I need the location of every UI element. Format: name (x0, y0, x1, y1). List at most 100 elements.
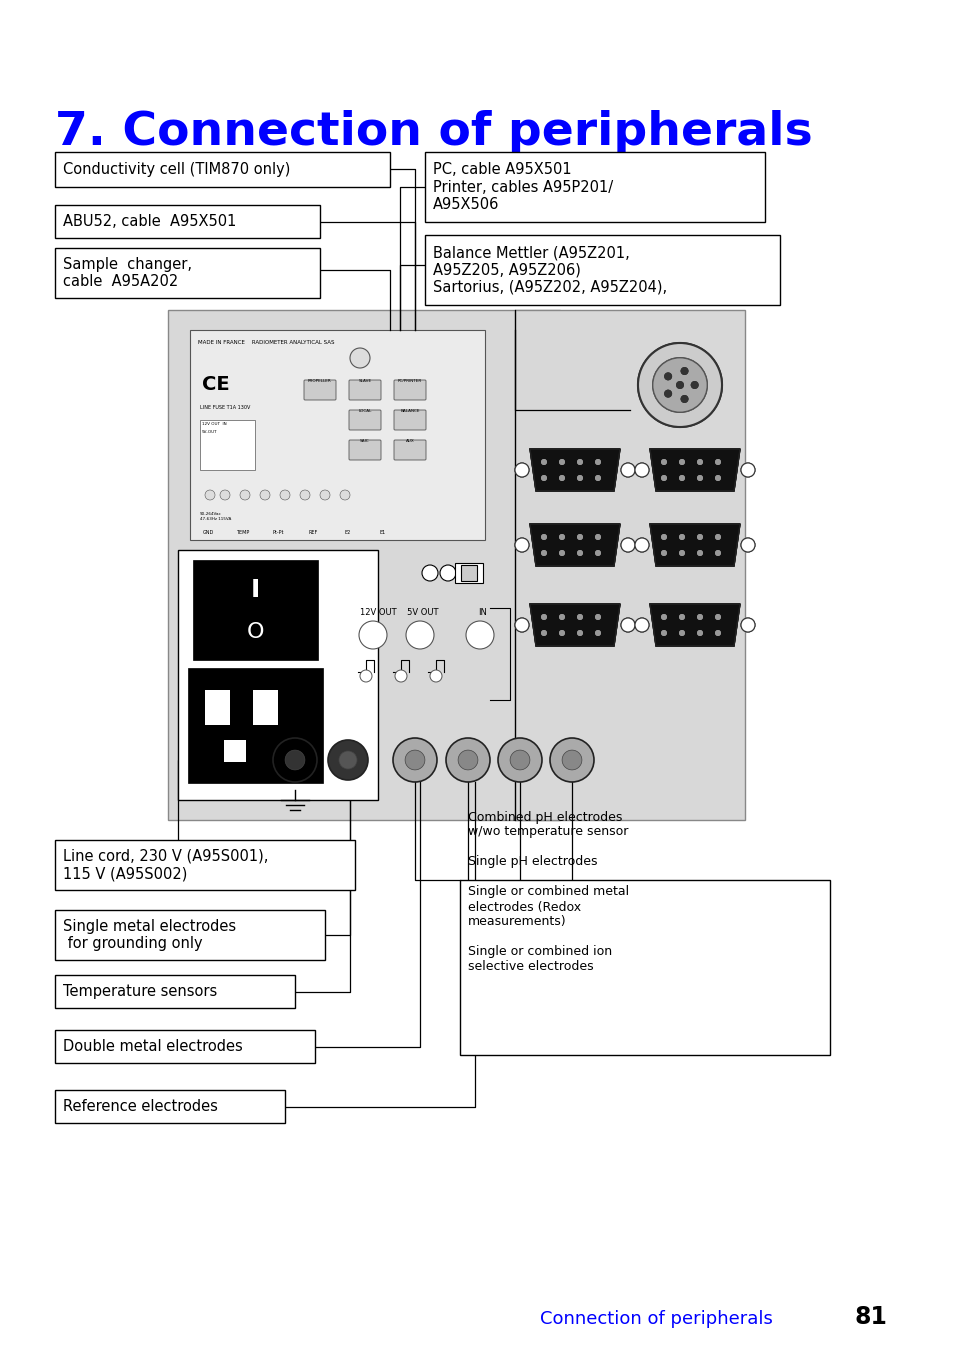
Circle shape (515, 538, 529, 552)
Circle shape (540, 475, 546, 481)
Bar (455, 562, 482, 583)
Text: MADE IN FRANCE    RADIOMETER ANALYTICAL SAS: MADE IN FRANCE RADIOMETER ANALYTICAL SAS (198, 339, 335, 345)
Bar (193, 560, 317, 660)
Text: 7. Connection of peripherals: 7. Connection of peripherals (55, 110, 812, 155)
Circle shape (660, 534, 666, 539)
Circle shape (595, 614, 600, 621)
Text: Pt-Pt: Pt-Pt (272, 530, 283, 535)
Circle shape (577, 534, 582, 539)
Circle shape (558, 550, 564, 556)
Circle shape (676, 381, 683, 389)
Bar (224, 740, 246, 763)
Polygon shape (530, 604, 619, 646)
Circle shape (577, 475, 582, 481)
Circle shape (679, 630, 684, 635)
Text: 12V OUT  IN: 12V OUT IN (202, 422, 227, 426)
Circle shape (540, 475, 546, 481)
Circle shape (660, 550, 666, 556)
Circle shape (635, 538, 648, 552)
Circle shape (679, 550, 684, 556)
Bar (55, 247, 319, 297)
Bar (253, 690, 277, 725)
Circle shape (679, 366, 688, 375)
Circle shape (558, 534, 564, 539)
Circle shape (697, 475, 702, 481)
Circle shape (714, 475, 720, 481)
Text: LINE FUSE T1A 130V: LINE FUSE T1A 130V (200, 406, 250, 410)
Circle shape (540, 458, 546, 465)
Circle shape (446, 738, 490, 781)
Circle shape (595, 475, 600, 481)
Circle shape (280, 489, 290, 500)
Circle shape (558, 458, 564, 465)
Circle shape (679, 458, 684, 465)
Circle shape (393, 738, 436, 781)
Circle shape (358, 621, 387, 649)
FancyBboxPatch shape (304, 380, 335, 400)
Circle shape (406, 621, 434, 649)
Circle shape (663, 389, 672, 397)
Circle shape (663, 372, 672, 380)
Circle shape (697, 614, 702, 621)
Circle shape (558, 630, 564, 635)
Circle shape (620, 538, 635, 552)
Circle shape (660, 630, 666, 635)
Circle shape (577, 458, 582, 465)
Circle shape (595, 475, 600, 481)
Text: BALANCE: BALANCE (400, 410, 419, 412)
Circle shape (714, 534, 720, 539)
Polygon shape (530, 525, 619, 566)
Circle shape (697, 630, 702, 635)
Circle shape (577, 550, 582, 556)
Bar (55, 1090, 285, 1124)
Circle shape (676, 381, 683, 389)
Circle shape (679, 630, 684, 635)
Polygon shape (649, 525, 740, 566)
Circle shape (714, 458, 720, 465)
Circle shape (660, 614, 666, 621)
Circle shape (679, 614, 684, 621)
Text: Combined pH electrodes
w/wo temperature sensor

Single pH electrodes

Single or : Combined pH electrodes w/wo temperature … (468, 810, 628, 973)
FancyBboxPatch shape (394, 439, 426, 460)
Circle shape (595, 550, 600, 556)
Polygon shape (649, 525, 740, 566)
Text: PROPELLER: PROPELLER (308, 379, 332, 383)
Circle shape (515, 462, 529, 477)
Circle shape (595, 550, 600, 556)
Text: Line cord, 230 V (A95S001),
115 V (A95S002): Line cord, 230 V (A95S001), 115 V (A95S0… (63, 849, 268, 882)
Circle shape (679, 475, 684, 481)
Circle shape (497, 738, 541, 781)
Circle shape (714, 458, 720, 465)
Circle shape (577, 614, 582, 621)
Bar (515, 310, 744, 821)
Circle shape (510, 750, 529, 769)
Text: REF: REF (308, 530, 317, 535)
Circle shape (697, 534, 702, 539)
Circle shape (558, 458, 564, 465)
Circle shape (714, 550, 720, 556)
Bar (55, 840, 355, 890)
Polygon shape (649, 449, 740, 491)
Bar (55, 1030, 314, 1063)
Bar (424, 151, 764, 222)
Circle shape (679, 614, 684, 621)
Text: Reference electrodes: Reference electrodes (63, 1099, 217, 1114)
Bar (188, 668, 323, 783)
Circle shape (714, 630, 720, 635)
Bar (459, 880, 829, 1055)
Circle shape (714, 475, 720, 481)
FancyBboxPatch shape (394, 380, 426, 400)
Circle shape (660, 458, 666, 465)
Circle shape (465, 621, 494, 649)
Circle shape (540, 458, 546, 465)
Circle shape (457, 750, 477, 769)
Circle shape (577, 458, 582, 465)
Text: ABU52, cable  A95X501: ABU52, cable A95X501 (63, 214, 236, 228)
Circle shape (740, 462, 754, 477)
Circle shape (515, 462, 529, 477)
Circle shape (540, 550, 546, 556)
Circle shape (540, 550, 546, 556)
Circle shape (679, 395, 688, 403)
Circle shape (620, 618, 635, 631)
Text: TEMP: TEMP (236, 530, 250, 535)
